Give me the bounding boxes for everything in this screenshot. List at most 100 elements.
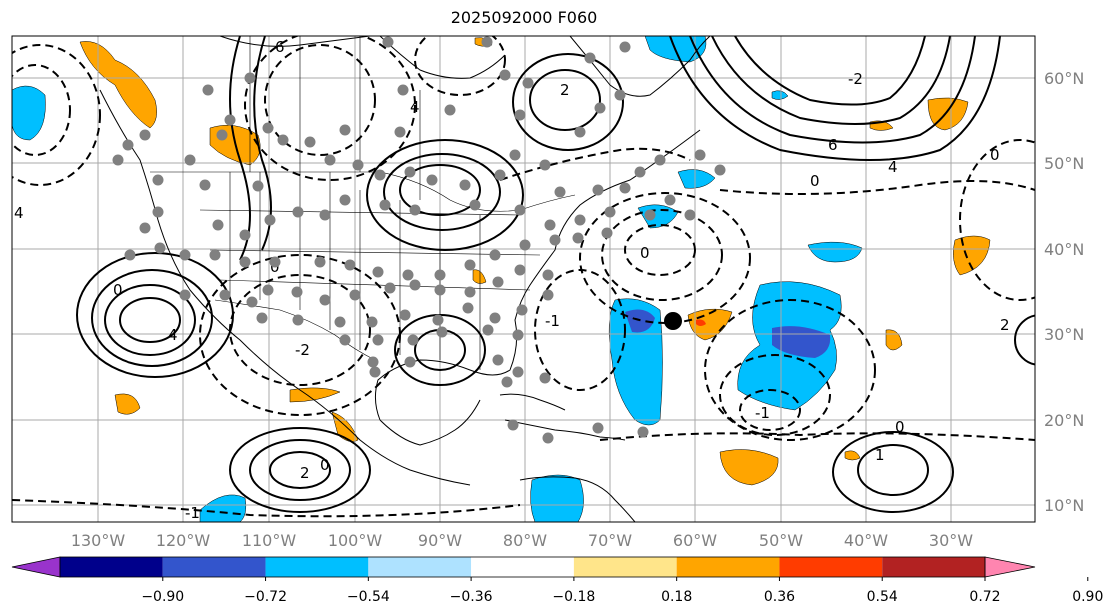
contour-label: 0 xyxy=(895,418,905,436)
station-dot xyxy=(374,169,386,181)
station-dot xyxy=(239,256,251,268)
contour-ring xyxy=(1014,314,1035,366)
colorbar-tick-label: −0.36 xyxy=(450,589,493,605)
positive-anomaly-region xyxy=(844,450,861,461)
contour-ring xyxy=(711,36,951,125)
station-dot xyxy=(519,239,531,251)
contour-ring xyxy=(512,53,624,151)
positive-anomaly-region xyxy=(719,449,779,486)
station-dot xyxy=(644,209,656,221)
station-dot xyxy=(512,329,524,341)
station-dot xyxy=(542,269,554,281)
storm-center-marker[interactable] xyxy=(664,312,682,330)
colorbar-tick-label: −0.90 xyxy=(141,589,184,605)
station-dot xyxy=(539,372,551,384)
contour-ring xyxy=(529,69,601,131)
longitude-label: 90°W xyxy=(418,531,462,550)
station-dot xyxy=(601,227,613,239)
station-dot xyxy=(516,304,528,316)
station-dot xyxy=(239,229,251,241)
contour-label: 0 xyxy=(810,172,820,190)
station-dot xyxy=(489,249,501,261)
colorbar-tick-label: −0.18 xyxy=(552,589,595,605)
station-dot xyxy=(319,209,331,221)
contour-ring xyxy=(249,439,351,501)
station-dot xyxy=(304,136,316,148)
contour-ring xyxy=(624,224,696,276)
station-dot xyxy=(152,174,164,186)
contour-ring xyxy=(269,451,331,489)
colorbar-segment xyxy=(60,557,163,577)
station-dot xyxy=(184,154,196,166)
station-dot xyxy=(154,242,166,254)
positive-anomaly-region xyxy=(79,41,157,129)
contour-ring xyxy=(12,44,101,186)
latitude-label: 50°N xyxy=(1044,154,1084,173)
positive-anomaly-region xyxy=(472,269,487,284)
colorbar-segment xyxy=(471,557,574,577)
latitude-labels: 60°N 50°N 40°N 30°N 20°N 10°N xyxy=(1044,69,1084,515)
station-dot xyxy=(489,312,501,324)
contour-label: 2 xyxy=(560,81,570,99)
station-dot xyxy=(604,206,616,218)
contour-ring xyxy=(599,432,1035,441)
contour-label: -2 xyxy=(295,341,310,359)
station-dot xyxy=(209,249,221,261)
colorbar-tick-label: 0.90 xyxy=(1072,589,1103,605)
station-dot xyxy=(112,154,124,166)
negative-anomaly-region xyxy=(608,298,663,426)
colorbar-segment xyxy=(265,557,369,577)
contour-ring xyxy=(12,499,521,518)
contour-ring xyxy=(414,36,506,96)
longitude-label: 120°W xyxy=(156,531,211,550)
contour-ring xyxy=(534,269,626,391)
station-dot xyxy=(512,366,524,378)
station-dot xyxy=(379,199,391,211)
station-dot xyxy=(292,314,304,326)
station-dot xyxy=(509,149,521,161)
canada-provinces xyxy=(249,36,421,200)
station-dot xyxy=(434,269,446,281)
contour-label: -1 xyxy=(185,504,200,522)
colorbar-segment xyxy=(779,557,883,577)
colorbar: −0.90 −0.72 −0.54 −0.36 −0.18 0.18 0.36 0.54 0.7… xyxy=(11,556,1103,605)
station-dot xyxy=(407,334,419,346)
contour-ring xyxy=(244,36,416,181)
contour-label: -2 xyxy=(848,70,863,88)
longitude-label: 80°W xyxy=(503,531,547,550)
station-dot xyxy=(404,166,416,178)
station-dot xyxy=(514,204,526,216)
contour-ring xyxy=(499,147,691,181)
station-dot xyxy=(426,174,438,186)
station-dot xyxy=(216,129,228,141)
station-dot xyxy=(481,36,493,48)
station-dot xyxy=(634,166,646,178)
station-dot xyxy=(367,356,379,368)
negative-anomaly-region xyxy=(771,90,789,100)
station-dot xyxy=(264,214,276,226)
station-dot xyxy=(572,232,584,244)
station-dot xyxy=(269,256,281,268)
negative-anomaly-region xyxy=(12,85,46,141)
station-dot xyxy=(637,426,649,438)
colorbar-tick-label: 0.36 xyxy=(764,589,795,605)
station-dot xyxy=(139,129,151,141)
colorbar-segment xyxy=(162,557,266,577)
longitude-label: 50°W xyxy=(759,531,803,550)
colorbar-tick-label: 0.18 xyxy=(661,589,692,605)
negative-anomaly-region xyxy=(530,474,584,522)
colorbar-segment xyxy=(368,557,472,577)
station-dot xyxy=(464,286,476,298)
station-dot xyxy=(339,194,351,206)
latitude-label: 10°N xyxy=(1044,496,1084,515)
longitude-label: 100°W xyxy=(328,531,383,550)
colorbar-frame xyxy=(59,556,986,578)
contour-label: 4 xyxy=(14,204,24,222)
map-plot-area: 6 4 0 4 2 0 0 -1 -1 0 0 -2 0 2 4 6 -1 2 … xyxy=(12,36,1035,522)
station-dot xyxy=(179,249,191,261)
longitude-label: 70°W xyxy=(588,531,632,550)
station-dot xyxy=(319,294,331,306)
station-dot xyxy=(542,289,554,301)
contour-ring xyxy=(383,153,501,231)
